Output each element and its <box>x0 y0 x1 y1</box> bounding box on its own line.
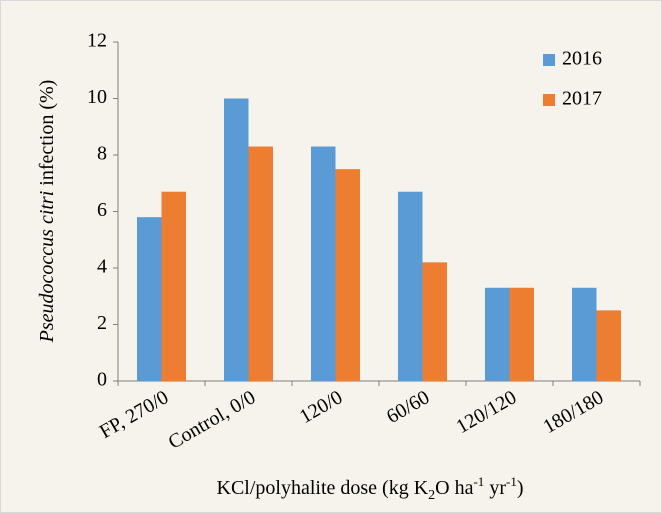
legend-label: 2017 <box>562 88 602 110</box>
legend-label: 2016 <box>562 48 602 70</box>
y-axis-label: Pseudococcus citri infection (%) <box>36 80 58 344</box>
legend-swatch <box>543 94 555 106</box>
y-tick-label: 10 <box>87 86 107 108</box>
bar <box>137 217 162 381</box>
bar <box>311 146 336 381</box>
bar <box>596 310 621 381</box>
bar <box>248 146 273 381</box>
bar <box>398 191 423 381</box>
y-tick-label: 0 <box>97 369 107 391</box>
bar <box>335 169 360 381</box>
y-tick-label: 8 <box>97 143 107 165</box>
bar <box>572 287 597 381</box>
y-tick-label: 4 <box>97 256 107 278</box>
bar <box>485 287 510 381</box>
y-tick-label: 2 <box>97 312 107 334</box>
bar <box>422 262 447 381</box>
bar <box>224 98 249 381</box>
y-tick-label: 6 <box>97 199 107 221</box>
y-tick-label: 12 <box>87 30 107 52</box>
x-axis-label: KCl/polyhalite dose (kg K2O ha-1 yr-1) <box>217 474 524 503</box>
legend-swatch <box>543 54 555 66</box>
bar <box>509 287 534 381</box>
bar <box>161 191 186 381</box>
